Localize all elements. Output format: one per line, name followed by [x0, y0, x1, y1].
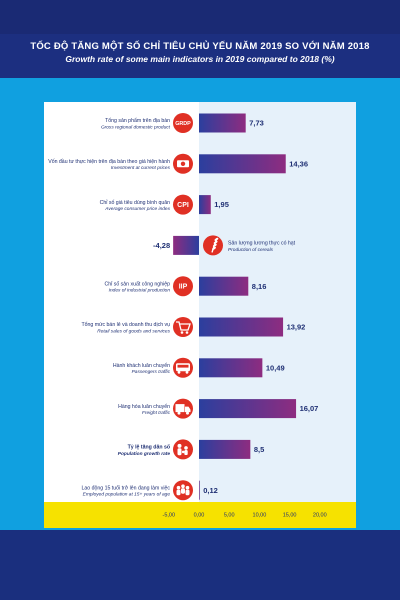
category-label-vi: Tỷ lệ tăng dân số [128, 444, 171, 451]
money-icon [173, 153, 193, 174]
chart-title: TỐC ĐỘ TĂNG MỘT SỐ CHỈ TIÊU CHỦ YẾU NĂM … [30, 41, 370, 52]
bar [199, 276, 249, 296]
data-label: 14,36 [289, 159, 308, 168]
category-label-en: Index of industrial production [109, 288, 171, 294]
chart-row: 14,36 Vốn đầu tư thực hiện trên địa bàn t… [48, 153, 308, 174]
x-tick-label: -5,00 [163, 513, 176, 519]
truck-icon [173, 398, 193, 419]
data-label: 7,73 [249, 119, 264, 128]
bar [173, 235, 199, 255]
category-label-en: Investment at current prices [111, 165, 171, 171]
cart-icon [173, 317, 193, 337]
category-label-en: Employed population at 15+ years of age [83, 492, 171, 498]
cpi-badge: CPI [173, 194, 193, 215]
x-tick-label: 5,00 [224, 513, 235, 519]
category-label-en: Gross regional domestic product [101, 124, 171, 130]
chart-row: 13,92 Tổng mức bán lẻ và doanh thu dịch v… [81, 317, 305, 337]
category-label-vi: Hàng hóa luân chuyển [118, 403, 170, 410]
x-tick-label: 20,00 [313, 513, 327, 519]
category-label-vi: Vốn đầu tư thực hiện trên địa bàn theo g… [48, 159, 170, 165]
category-label-vi: Lao động 15 tuổi trở lên đang làm việc [82, 484, 171, 491]
iip-badge: IIP [173, 276, 193, 297]
category-label-en: Passengers traffic [132, 369, 171, 375]
data-label: 1,95 [214, 200, 229, 209]
bar [199, 439, 251, 459]
chart-row: 7,73 GRDP Tổng sản phẩm trên địa bànGross … [101, 113, 264, 133]
chart-row: 8,16 IIP Chỉ số sản xuất công nghiệpIndex … [105, 276, 267, 297]
panel-left [44, 102, 199, 502]
chart-row: 1,95 CPI Chỉ số giá tiêu dùng bình quânAve… [100, 194, 229, 215]
bar [199, 480, 200, 500]
category-label-en: Retail sales of goods and services [97, 328, 170, 334]
data-label: 16,07 [300, 404, 319, 413]
data-label: 8,5 [254, 445, 264, 454]
chart-row: 0,12 Lao động 15 tuổi trở lên đang làm vi… [82, 480, 218, 501]
workers-icon [173, 480, 193, 501]
bar [199, 358, 263, 378]
data-label: 8,16 [252, 282, 267, 291]
x-tick-label: 10,00 [253, 513, 267, 519]
grdp-badge: GRDP [173, 113, 193, 133]
badge-label: IIP [179, 283, 188, 290]
bottom-band [0, 530, 400, 600]
category-label-en: Freight traffic [142, 410, 171, 416]
population-icon [173, 439, 193, 460]
rice-icon [203, 235, 223, 256]
badge-label: CPI [177, 202, 189, 209]
data-label: 0,12 [203, 486, 218, 495]
category-label-vi: Chỉ số giá tiêu dùng bình quân [100, 199, 170, 206]
category-label-vi: Chỉ số sản xuất công nghiệp [105, 280, 171, 287]
data-label: 10,49 [266, 363, 285, 372]
bus-icon [173, 357, 193, 378]
x-axis-band [44, 502, 356, 528]
data-label: -4,28 [153, 241, 170, 250]
category-label-vi: Sản lượng lương thực có hạt [228, 241, 296, 247]
bar [199, 113, 246, 133]
badge-label: GRDP [175, 121, 191, 127]
x-tick-label: 15,00 [283, 513, 297, 519]
category-label-vi: Tổng mức bán lẻ và doanh thu dịch vụ [81, 321, 170, 328]
category-label-en: Population growth rate [118, 451, 171, 457]
bar [199, 399, 297, 419]
x-tick-label: 0,00 [194, 513, 205, 519]
data-label: 13,92 [287, 323, 306, 332]
category-label-en: Production of cereals [228, 247, 274, 253]
bar [199, 317, 284, 337]
bar [199, 154, 286, 174]
chart-subtitle: Growth rate of some main indicators in 2… [65, 54, 335, 64]
category-label-vi: Hành khách luân chuyển [113, 362, 170, 369]
bar [199, 195, 211, 215]
chart-row: -4,28 Sản lượng lương thực có hạtProducti… [153, 235, 296, 256]
category-label-en: Average consumer price index [104, 206, 170, 212]
top-band [0, 0, 400, 34]
category-label-vi: Tổng sản phẩm trên địa bàn [105, 117, 170, 124]
